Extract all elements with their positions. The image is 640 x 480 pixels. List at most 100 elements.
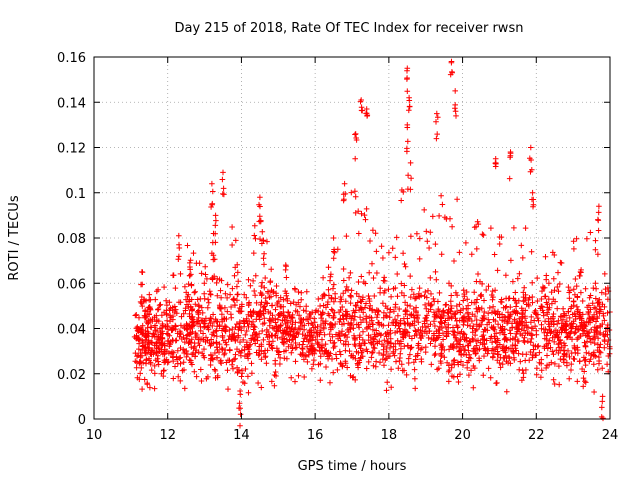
data-point [474,296,480,303]
data-point [481,353,487,359]
data-point [561,351,568,358]
data-point [558,324,565,331]
data-point [282,267,289,273]
data-point [451,357,458,363]
data-point [318,312,325,318]
data-point [256,330,262,337]
x-axis-label: GPS time / hours [298,459,407,474]
data-point [489,288,496,294]
data-point [243,294,250,301]
data-point [599,398,606,405]
data-point [202,271,209,278]
data-point [223,316,230,322]
data-point [136,346,142,352]
data-point [343,233,350,239]
data-point [538,321,545,328]
data-point [139,303,146,309]
data-point [496,360,503,366]
data-point [402,263,409,270]
data-point [359,353,366,360]
data-point [276,348,282,355]
data-point [380,346,387,353]
data-point [185,340,192,346]
x-tick-label: 14 [233,428,250,443]
data-point [301,335,308,341]
data-point [367,303,373,309]
data-point [492,287,498,293]
y-tick-label: 0.12 [57,142,86,157]
data-point [317,303,323,309]
data-point [255,380,261,386]
data-point [224,367,231,373]
data-point [219,346,226,353]
data-point [507,336,513,343]
data-point [376,322,382,328]
data-point [527,339,534,346]
data-point [265,309,272,315]
data-point [187,266,193,273]
data-point [297,326,303,333]
data-point [256,310,262,316]
data-point [272,315,278,322]
data-point [207,288,213,295]
data-point [193,373,200,380]
data-point [436,290,443,296]
data-point [396,306,402,312]
data-point [206,300,212,306]
data-point [187,322,193,328]
data-point [551,252,558,258]
data-point [387,306,394,313]
data-point [546,280,552,286]
data-point [538,303,544,309]
data-point [132,350,139,356]
x-tick-label: 16 [307,428,324,443]
data-point [563,323,570,329]
data-point [400,189,407,195]
data-point [381,362,387,368]
data-point [340,290,346,297]
data-point [177,378,184,384]
data-point [530,202,537,208]
data-point [328,306,335,313]
data-point [511,354,517,361]
data-point [235,278,241,285]
data-point [172,306,179,313]
data-point [263,360,270,367]
data-point [584,328,590,334]
data-point [175,373,181,380]
data-point [392,304,399,310]
data-point [258,217,264,224]
data-point [238,352,244,359]
data-point [350,354,356,361]
data-point [587,319,593,326]
data-point [382,278,388,284]
data-point [423,228,430,235]
data-point [506,355,513,362]
data-point [530,342,537,349]
data-point [258,283,265,289]
data-point [547,344,554,351]
data-point [415,319,422,326]
data-point [565,308,572,315]
data-point [272,369,279,375]
data-point [262,295,269,301]
data-point [297,303,303,310]
data-point [261,315,268,321]
data-point [270,288,277,295]
data-point [407,351,413,358]
data-point [170,375,177,382]
data-point [520,289,527,296]
data-point [339,363,346,370]
data-point [503,272,509,279]
data-point [383,387,390,394]
data-point [199,350,205,357]
data-point [596,303,603,309]
data-point [377,332,384,339]
data-point [477,339,484,346]
data-point [299,323,305,329]
data-point [549,348,556,355]
data-point [557,281,563,287]
data-point [522,297,528,304]
data-point [369,260,375,267]
